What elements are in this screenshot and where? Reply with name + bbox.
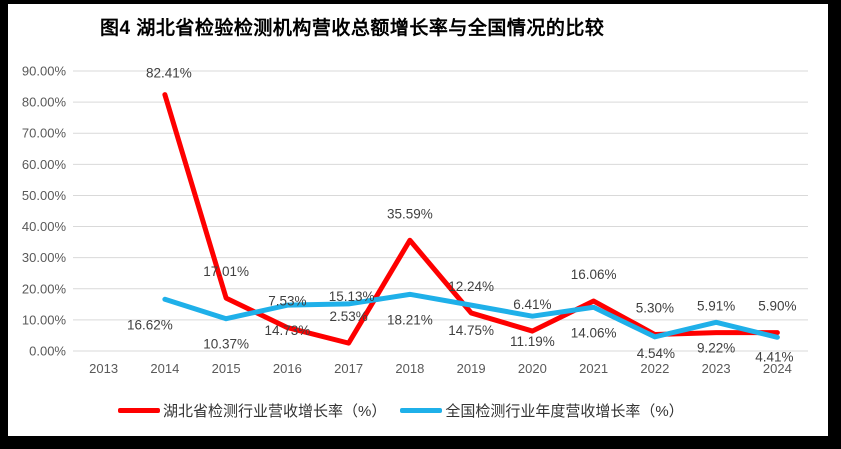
x-axis-label: 2013 bbox=[89, 361, 118, 376]
data-label: 4.41% bbox=[755, 349, 793, 364]
data-label: 9.22% bbox=[697, 340, 735, 355]
y-axis-label: 80.00% bbox=[22, 95, 67, 110]
data-label: 14.06% bbox=[571, 325, 617, 340]
data-label: 10.37% bbox=[203, 337, 249, 352]
data-label: 17.01% bbox=[203, 264, 249, 279]
x-axis-label: 2024 bbox=[763, 361, 792, 376]
series-line-national bbox=[162, 291, 780, 340]
x-axis-label: 2022 bbox=[640, 361, 669, 376]
data-label: 35.59% bbox=[387, 206, 433, 221]
data-label: 5.90% bbox=[758, 299, 796, 314]
x-axis-label: 2018 bbox=[395, 361, 424, 376]
line-chart: 0.00% 10.00% 20.00% 30.00% 40.00% 50.00% 60.00… bbox=[22, 64, 808, 376]
y-axis-label: 0.00% bbox=[29, 344, 66, 359]
data-label: 18.21% bbox=[387, 312, 433, 327]
chart-title: 图4 湖北省检验检测机构营收总额增长率与全国情况的比较 bbox=[100, 18, 605, 39]
data-label: 7.53% bbox=[268, 294, 306, 309]
data-label: 14.73% bbox=[264, 323, 310, 338]
y-axis-label: 90.00% bbox=[22, 64, 67, 79]
data-label: 16.62% bbox=[127, 317, 173, 332]
y-axis-label: 40.00% bbox=[22, 219, 67, 234]
data-label: 2.53% bbox=[329, 309, 367, 324]
x-axis-label: 2023 bbox=[702, 361, 731, 376]
legend-label-hubei: 湖北省检测行业营收增长率（%） bbox=[163, 403, 387, 420]
legend-item-national: 全国检测行业年度营收增长率（%） bbox=[400, 400, 684, 421]
data-label: 4.54% bbox=[637, 346, 675, 361]
x-axis-label: 2021 bbox=[579, 361, 608, 376]
legend-swatch-hubei-line bbox=[118, 408, 160, 413]
chart-page: 图4 湖北省检验检测机构营收总额增长率与全国情况的比较 0.00% 10.00% 2… bbox=[8, 4, 828, 436]
legend-item-hubei: 湖北省检测行业营收增长率（%） bbox=[118, 400, 386, 421]
legend-swatch-national-line bbox=[400, 408, 443, 413]
y-axis-label: 20.00% bbox=[22, 281, 67, 296]
x-axis-label: 2017 bbox=[334, 361, 363, 376]
y-axis-label: 60.00% bbox=[22, 157, 67, 172]
x-axis-label: 2014 bbox=[150, 361, 179, 376]
y-axis-label: 10.00% bbox=[22, 312, 67, 327]
y-axis-label: 50.00% bbox=[22, 188, 67, 203]
x-axis-label: 2020 bbox=[518, 361, 547, 376]
data-label: 5.30% bbox=[636, 301, 674, 316]
y-axis-label: 70.00% bbox=[22, 126, 67, 141]
data-label: 82.41% bbox=[146, 66, 192, 81]
data-label: 5.91% bbox=[697, 299, 735, 314]
chart-legend: 湖北省检测行业营收增长率（%） 全国检测行业年度营收增长率（%） bbox=[118, 400, 684, 421]
data-label: 14.75% bbox=[448, 323, 494, 338]
y-axis-label: 30.00% bbox=[22, 250, 67, 265]
x-axis-label: 2016 bbox=[273, 361, 302, 376]
x-axis-label: 2019 bbox=[457, 361, 486, 376]
x-axis-label: 2015 bbox=[212, 361, 241, 376]
legend-label-national: 全国检测行业年度营收增长率（%） bbox=[445, 403, 684, 420]
data-label: 11.19% bbox=[510, 334, 555, 349]
data-label: 15.13% bbox=[329, 289, 375, 304]
data-label: 6.41% bbox=[513, 297, 551, 312]
data-label: 16.06% bbox=[571, 267, 617, 282]
data-label: 12.24% bbox=[448, 279, 494, 294]
